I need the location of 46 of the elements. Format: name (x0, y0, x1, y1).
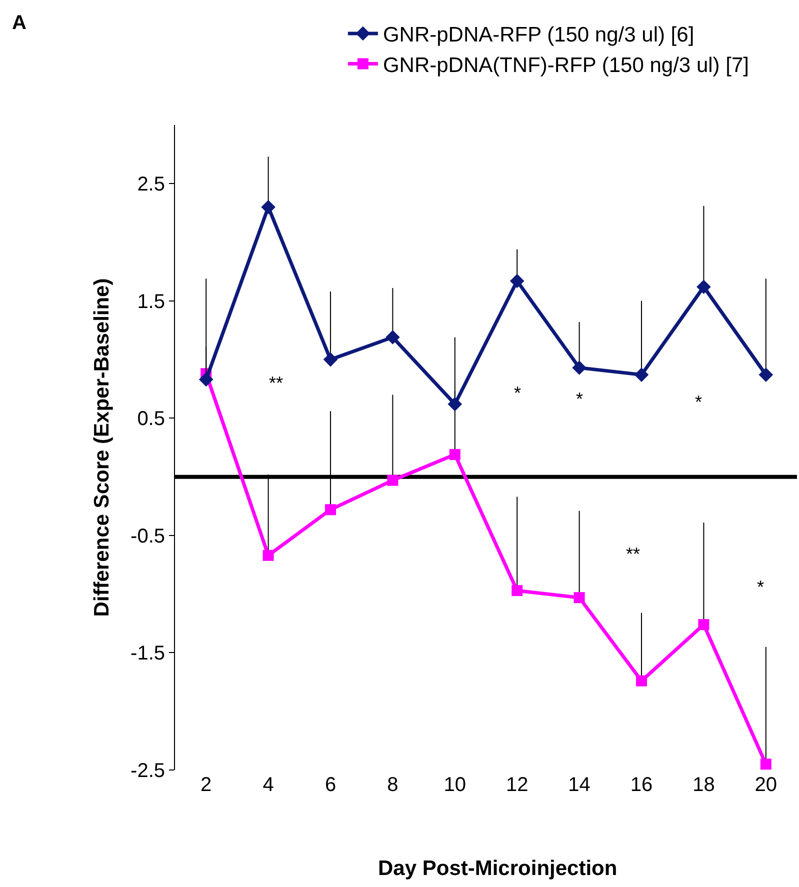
point (325, 504, 336, 516)
point (323, 352, 338, 367)
point (386, 330, 400, 344)
x-tick-label: 14 (568, 774, 590, 796)
point (698, 619, 710, 630)
x-tick-label: 20 (754, 774, 778, 796)
x-tick-label: 10 (444, 774, 466, 796)
x-tick-label: 2 (200, 774, 212, 796)
legend-label: GNR-pDNA(TNF)-RFP (150 ng/3 ul) [7] (382, 54, 749, 77)
point (449, 449, 460, 460)
legend-label: GNR-pDNA-RFP (150 ng/3 ul) [6] (382, 24, 694, 47)
point (510, 274, 524, 288)
x-tick-label: 4 (262, 774, 274, 796)
point (572, 360, 586, 375)
y-axis-title: Difference Score (Exper-Baseline) (90, 278, 114, 617)
y-tick-label: 2.5 (137, 174, 165, 196)
y-tick-label: 1.5 (137, 290, 165, 313)
annotation: ** (626, 544, 640, 564)
x-tick-label: 6 (324, 774, 336, 796)
annotation: * (576, 389, 584, 409)
y-tick-label: 0.5 (137, 408, 165, 430)
point (696, 280, 711, 294)
point (512, 585, 523, 596)
point (634, 368, 649, 382)
y-tick-label: -2.5 (130, 760, 165, 782)
x-axis-title: Day Post-Microinjection (378, 857, 618, 880)
point (758, 368, 774, 382)
x-tick-label: 8 (387, 774, 398, 796)
point (198, 372, 214, 387)
point (636, 675, 647, 686)
annotation: * (514, 383, 522, 403)
annotation: * (757, 577, 764, 597)
point (760, 758, 772, 770)
point (448, 396, 462, 412)
point (574, 592, 585, 604)
annotation: * (695, 392, 702, 412)
x-tick-label: 12 (506, 774, 528, 796)
x-tick-label: 18 (692, 774, 715, 796)
y-tick-label: -1.5 (130, 642, 165, 665)
y-tick-label: -0.5 (130, 525, 165, 548)
point (261, 200, 276, 214)
text: A (12, 12, 26, 34)
point (262, 550, 274, 561)
annotation: ** (269, 373, 284, 393)
x-tick-label: 16 (630, 774, 653, 796)
point (387, 474, 398, 486)
